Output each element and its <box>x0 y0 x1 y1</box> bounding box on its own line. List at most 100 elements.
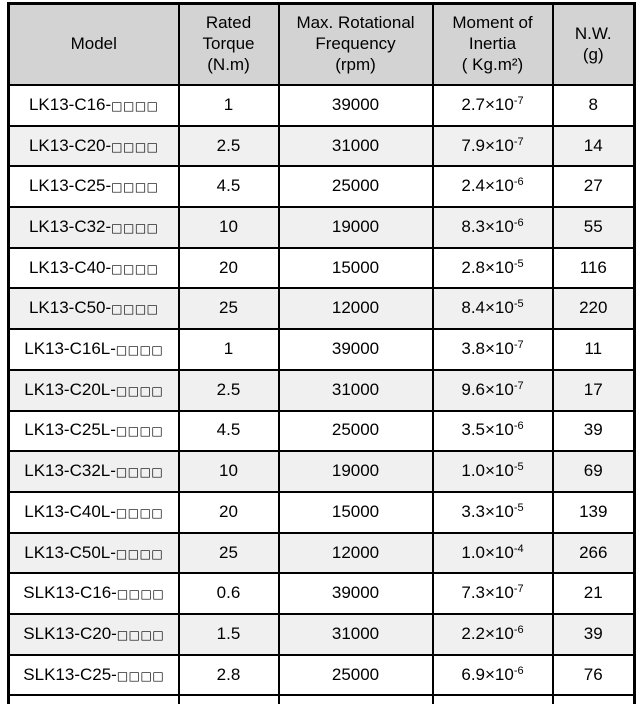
inertia-cell: 3.5×10-6 <box>431 409 554 453</box>
torque-cell: 2.5 <box>177 124 280 168</box>
inertia-exponent: -6 <box>513 664 524 677</box>
inertia-base: 7.9×10 <box>461 135 514 155</box>
empty-cell <box>551 694 636 704</box>
model-prefix: LK13-C20- <box>28 135 112 155</box>
frequency-cell: 25000 <box>277 653 434 697</box>
inertia-exponent: -6 <box>513 217 524 230</box>
table-row: SLK13-C25-□□□□ 2.8 25000 6.9×10-6 76 <box>7 653 636 697</box>
inertia-exponent: -7 <box>513 339 524 352</box>
torque-cell: 2.8 <box>177 653 280 697</box>
inertia-base: 2.4×10 <box>461 176 514 196</box>
torque-cell: 1 <box>177 328 280 371</box>
nw-cell: 55 <box>551 206 636 249</box>
torque-cell: 20 <box>177 490 280 534</box>
model-prefix: SLK13-C20- <box>23 623 117 643</box>
frequency-cell: 12000 <box>277 287 434 331</box>
table-row: LK13-C16-□□□□ 1 39000 2.7×10-7 8 <box>7 84 636 127</box>
model-placeholder-boxes: □□□□ <box>116 627 165 642</box>
torque-cell: 0.6 <box>177 572 280 615</box>
model-prefix: LK13-C32L- <box>24 461 116 481</box>
nw-cell: 139 <box>551 490 636 534</box>
inertia-cell: 2.8×10-5 <box>431 246 554 290</box>
table-row: LK13-C32-□□□□ 10 19000 8.3×10-6 55 <box>7 206 636 249</box>
torque-cell: 10 <box>177 206 280 249</box>
frequency-cell: 15000 <box>277 490 434 534</box>
frequency-cell: 15000 <box>277 246 434 290</box>
inertia-base: 2.7×10 <box>461 94 514 114</box>
model-cell: LK13-C32-□□□□ <box>7 206 180 249</box>
frequency-cell: 39000 <box>277 572 434 615</box>
inertia-exponent: -6 <box>513 623 524 636</box>
inertia-exponent: -6 <box>513 176 524 189</box>
inertia-cell: 9.6×10-7 <box>431 368 554 412</box>
frequency-cell: 31000 <box>277 124 434 168</box>
inertia-exponent: -5 <box>513 257 524 270</box>
nw-cell: 17 <box>551 368 636 412</box>
inertia-base: 3.5×10 <box>461 420 514 440</box>
model-cell: LK13-C50-□□□□ <box>7 287 180 331</box>
model-placeholder-boxes: □□□□ <box>115 383 164 398</box>
inertia-cell: 7.3×10-7 <box>431 572 554 615</box>
nw-cell: 8 <box>551 84 636 127</box>
table-row: SLK13-C16-□□□□ 0.6 39000 7.3×10-7 21 <box>7 572 636 615</box>
inertia-cell: 8.4×10-5 <box>431 287 554 331</box>
frequency-cell: 12000 <box>277 531 434 575</box>
model-cell: LK13-C40L-□□□□ <box>7 490 180 534</box>
model-prefix: LK13-C25- <box>28 176 112 196</box>
model-cell: SLK13-C16-□□□□ <box>7 572 180 615</box>
empty-cell <box>431 694 554 704</box>
model-placeholder-boxes: □□□□ <box>115 343 164 358</box>
model-cell: LK13-C25-□□□□ <box>7 165 180 209</box>
inertia-exponent: -4 <box>513 542 524 555</box>
model-cell: LK13-C40-□□□□ <box>7 246 180 290</box>
inertia-exponent: -6 <box>513 420 524 433</box>
table-header: Model Rated Torque (N.m) Max. Rotational… <box>7 2 636 86</box>
col-header-frequency: Max. Rotational Frequency (rpm) <box>277 2 434 86</box>
table-row: LK13-C50L-□□□□ 25 12000 1.0×10-4 266 <box>7 531 636 575</box>
inertia-cell: 8.3×10-6 <box>431 206 554 249</box>
frequency-cell: 25000 <box>277 409 434 453</box>
nw-cell: 27 <box>551 165 636 209</box>
inertia-base: 8.4×10 <box>461 298 514 318</box>
model-placeholder-boxes: □□□□ <box>115 424 164 439</box>
nw-cell: 69 <box>551 450 636 493</box>
model-placeholder-boxes: □□□□ <box>116 587 165 602</box>
inertia-base: 1.0×10 <box>461 461 514 481</box>
model-placeholder-boxes: □□□□ <box>116 668 165 683</box>
model-prefix: LK13-C40- <box>28 257 112 277</box>
inertia-exponent: -7 <box>513 94 524 107</box>
inertia-exponent: -5 <box>513 298 524 311</box>
torque-cell: 1.5 <box>177 612 280 656</box>
model-cell: LK13-C20-□□□□ <box>7 124 180 168</box>
nw-cell: 116 <box>551 246 636 290</box>
table-body: LK13-C16-□□□□ 1 39000 2.7×10-7 8 LK13-C20-□□□… <box>7 84 636 704</box>
model-prefix: LK13-C16- <box>28 94 112 114</box>
inertia-base: 1.0×10 <box>461 542 514 562</box>
model-cell: LK13-C50L-□□□□ <box>7 531 180 575</box>
model-cell: SLK13-C25-□□□□ <box>7 653 180 697</box>
inertia-cell: 6.9×10-6 <box>431 653 554 697</box>
table-row: LK13-C40L-□□□□ 20 15000 3.3×10-5 139 <box>7 490 636 534</box>
table-row: LK13-C32L-□□□□ 10 19000 1.0×10-5 69 <box>7 450 636 493</box>
inertia-exponent: -7 <box>513 135 524 148</box>
inertia-cell: 1.0×10-5 <box>431 450 554 493</box>
frequency-cell: 31000 <box>277 368 434 412</box>
frequency-cell: 39000 <box>277 328 434 371</box>
inertia-base: 3.3×10 <box>461 501 514 521</box>
nw-cell: 76 <box>551 653 636 697</box>
table-row: LK13-C25-□□□□ 4.5 25000 2.4×10-6 27 <box>7 165 636 209</box>
inertia-cell: 7.9×10-7 <box>431 124 554 168</box>
torque-cell: 25 <box>177 531 280 575</box>
inertia-base: 2.8×10 <box>461 257 514 277</box>
model-cell: LK13-C16-□□□□ <box>7 84 180 127</box>
model-prefix: LK13-C40L- <box>24 501 116 521</box>
frequency-cell: 19000 <box>277 206 434 249</box>
inertia-base: 8.3×10 <box>461 217 514 237</box>
coupling-spec-table: Model Rated Torque (N.m) Max. Rotational… <box>7 2 636 704</box>
model-prefix: SLK13-C25- <box>23 664 117 684</box>
nw-cell: 39 <box>551 409 636 453</box>
frequency-cell: 25000 <box>277 165 434 209</box>
inertia-cell: 1.0×10-4 <box>431 531 554 575</box>
torque-cell: 4.5 <box>177 409 280 453</box>
